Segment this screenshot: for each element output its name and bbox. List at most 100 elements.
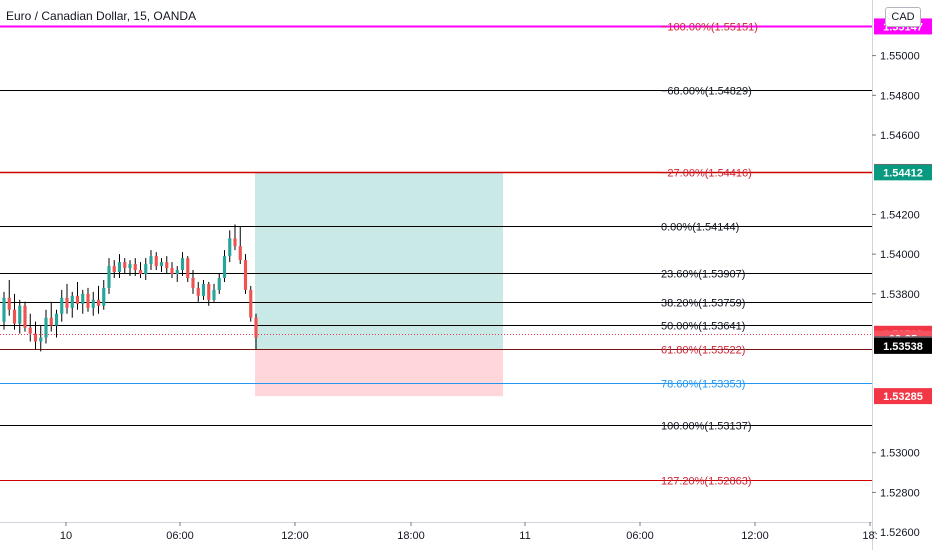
candle[interactable] <box>2 291 6 330</box>
candle[interactable] <box>149 250 153 271</box>
candle[interactable] <box>207 281 211 306</box>
candle-body <box>70 295 74 308</box>
price-tick-label: 1.53800 <box>880 289 920 301</box>
candle[interactable] <box>39 325 43 352</box>
candle[interactable] <box>81 289 85 314</box>
price-tick-label: 1.54000 <box>880 249 920 261</box>
candle[interactable] <box>191 270 195 294</box>
candle[interactable] <box>249 285 253 322</box>
price-tick-label: 1.55000 <box>880 51 920 63</box>
candle-body <box>233 238 237 247</box>
candle[interactable] <box>102 279 106 310</box>
candle[interactable] <box>228 230 232 263</box>
candle[interactable] <box>154 252 158 271</box>
candle-body <box>170 268 174 275</box>
price-badge-label: 1.55147 <box>883 21 923 33</box>
candle[interactable] <box>96 285 101 314</box>
candle[interactable] <box>107 258 111 294</box>
candle[interactable] <box>128 260 132 276</box>
candle[interactable] <box>86 287 90 312</box>
candle-body <box>165 262 169 269</box>
fib-label: −100.00%(1.55151) <box>661 22 758 34</box>
candle[interactable] <box>28 313 32 342</box>
price-badge: 1.53285 <box>874 388 932 405</box>
candle[interactable] <box>133 258 137 276</box>
candle[interactable] <box>112 260 116 278</box>
time-tick-label: 10 <box>60 530 72 542</box>
candle-body <box>91 299 95 308</box>
fib-label: 61.80%(1.53522) <box>661 345 745 357</box>
candle-body <box>117 262 122 273</box>
candle[interactable] <box>243 254 248 294</box>
candle[interactable] <box>233 224 237 251</box>
candle-body <box>123 262 127 269</box>
candle[interactable] <box>18 299 22 334</box>
time-tick-label: 12:00 <box>741 530 769 542</box>
time-tick-label: 06:00 <box>626 530 654 542</box>
candle-body <box>207 283 211 300</box>
fib-label: 78.60%(1.53353) <box>661 379 745 391</box>
price-badge-label: 1.54412 <box>883 167 923 179</box>
profit-zone[interactable] <box>255 171 503 350</box>
candle[interactable] <box>254 313 258 350</box>
candle-body <box>138 270 143 275</box>
candle-body <box>96 299 101 306</box>
candle[interactable] <box>70 291 74 318</box>
candle-body <box>222 256 227 278</box>
candle[interactable] <box>23 301 27 332</box>
candle[interactable] <box>91 291 95 316</box>
candle[interactable] <box>170 262 174 278</box>
candle-body <box>75 295 80 304</box>
candle[interactable] <box>44 309 48 344</box>
candle[interactable] <box>212 283 216 302</box>
candle-body <box>65 297 69 308</box>
candle-body <box>33 333 38 342</box>
candle-body <box>81 293 85 304</box>
candle[interactable] <box>217 274 221 294</box>
price-badge-label: 1.53538 <box>883 341 923 353</box>
candle[interactable] <box>65 283 69 314</box>
candle[interactable] <box>180 252 185 276</box>
candle[interactable] <box>60 289 64 322</box>
candle[interactable] <box>75 281 80 310</box>
candle-body <box>39 337 43 342</box>
candle-body <box>23 305 27 328</box>
candle[interactable] <box>196 281 200 302</box>
fib-label: −27.00%(1.54416) <box>661 168 752 180</box>
candle[interactable] <box>159 258 164 273</box>
currency-badge[interactable]: CAD <box>885 7 921 27</box>
candle[interactable] <box>123 258 127 275</box>
candle[interactable] <box>117 254 122 278</box>
price-badge-bg <box>874 388 932 405</box>
candle[interactable] <box>49 301 53 332</box>
fib-label: 38.20%(1.53759) <box>661 298 745 310</box>
candle[interactable] <box>201 279 206 300</box>
candle-body <box>60 297 64 314</box>
candle-body <box>228 238 232 257</box>
candle[interactable] <box>222 250 227 282</box>
candle[interactable] <box>7 279 11 316</box>
loss-zone[interactable] <box>255 349 503 397</box>
candle[interactable] <box>144 258 148 280</box>
price-tick-label: 1.54800 <box>880 90 920 102</box>
price-badge-bg <box>874 337 932 354</box>
candle[interactable] <box>175 266 179 282</box>
candle-body <box>107 266 111 288</box>
candle[interactable] <box>54 309 59 338</box>
candle-body <box>49 317 53 326</box>
candle[interactable] <box>165 256 169 275</box>
candle[interactable] <box>238 226 242 265</box>
candle[interactable] <box>186 256 190 282</box>
candle-body <box>180 258 185 271</box>
candle[interactable] <box>12 293 17 330</box>
candle-body <box>128 264 132 269</box>
candle[interactable] <box>138 262 143 278</box>
price-badge-bg <box>874 164 932 181</box>
candle-body <box>28 327 32 334</box>
candle-body <box>217 277 221 290</box>
candle-body <box>238 246 242 261</box>
candle-body <box>249 289 253 318</box>
candle[interactable] <box>33 321 38 350</box>
